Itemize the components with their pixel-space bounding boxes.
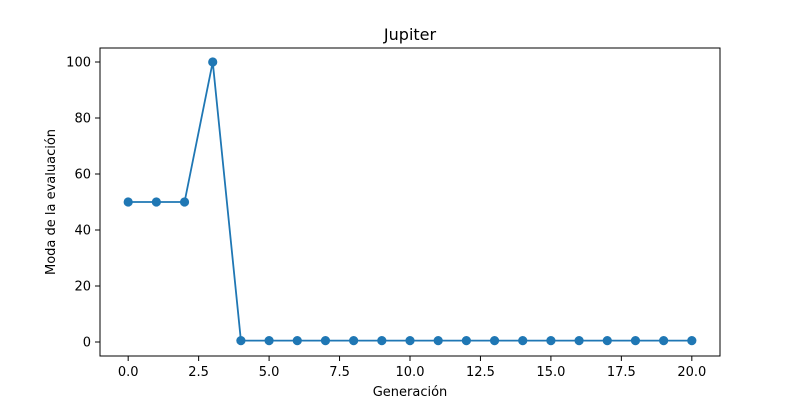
data-point	[546, 336, 556, 346]
data-point	[208, 57, 218, 67]
data-point	[179, 197, 190, 207]
y-tick-label: 0	[83, 336, 91, 351]
data-point	[433, 336, 443, 346]
data-point	[602, 336, 612, 346]
y-axis-label: Moda de la evaluación	[44, 129, 59, 275]
y-tick-label: 40	[74, 224, 91, 239]
x-tick-label: 0.0	[118, 365, 139, 380]
y-tick-label: 100	[66, 56, 91, 71]
data-point	[123, 197, 133, 207]
data-point	[320, 336, 331, 346]
data-point	[630, 336, 641, 346]
x-tick-label: 5.0	[259, 365, 280, 380]
x-tick-label: 15.0	[536, 365, 565, 380]
chart-title: Jupiter	[383, 25, 437, 44]
data-point	[461, 336, 471, 346]
x-axis-label: Generación	[373, 385, 448, 400]
x-tick-label: 10.0	[396, 365, 425, 380]
data-point	[659, 336, 669, 346]
data-point	[264, 336, 274, 346]
y-tick-label: 80	[74, 112, 91, 127]
data-point	[349, 336, 359, 346]
data-point	[292, 336, 302, 346]
y-axis: 0 20 40 60 80 100	[66, 56, 100, 351]
data-point	[518, 336, 528, 346]
x-tick-label: 7.5	[329, 365, 350, 380]
x-tick-label: 17.5	[607, 365, 636, 380]
data-point	[377, 336, 387, 346]
y-tick-label: 60	[74, 168, 91, 183]
y-tick-label: 20	[74, 280, 91, 295]
data-point	[687, 336, 697, 346]
data-point	[405, 336, 415, 346]
data-point	[489, 336, 500, 346]
x-tick-label: 12.5	[466, 365, 495, 380]
x-tick-label: 20.0	[677, 365, 706, 380]
x-tick-label: 2.5	[188, 365, 209, 380]
series-layer	[123, 57, 697, 346]
data-point	[574, 336, 584, 346]
data-point	[151, 197, 161, 207]
data-point	[236, 336, 246, 346]
x-axis: 0.0 2.5 5.0 7.5 10.0 12.5 15.0 17.5 20.0	[118, 356, 706, 380]
